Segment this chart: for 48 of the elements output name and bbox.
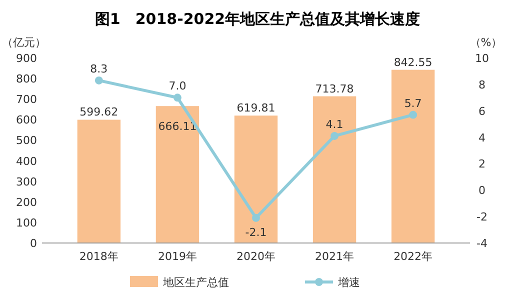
bar (234, 116, 278, 243)
data-label: 5.7 (404, 96, 422, 110)
data-label: 7.0 (168, 80, 186, 93)
point (173, 94, 182, 102)
chart-title: 图1 2018-2022年地区生产总值及其增长速度 (94, 10, 420, 28)
y2-tick-label: 6 (478, 104, 486, 118)
y-tick-label: 800 (16, 72, 37, 86)
bar (391, 70, 435, 243)
x-tick-label: 2021年 (315, 250, 354, 263)
data-label: 619.81 (236, 102, 276, 115)
x-tick-label: 2018年 (79, 250, 118, 263)
point (409, 110, 418, 119)
y2-tick-label: 2 (478, 158, 486, 171)
data-label: 842.55 (394, 56, 432, 69)
point (94, 76, 103, 84)
y2-tick-label: 4 (478, 131, 486, 144)
y-tick-label: 400 (16, 154, 37, 168)
data-label: 666.11 (158, 120, 197, 134)
x-tick-label: 2020年 (236, 250, 276, 263)
y-tick-label: 500 (16, 134, 37, 148)
x-tick-label: 2019年 (158, 250, 197, 263)
point (330, 132, 339, 140)
y-tick-label: 0 (30, 237, 37, 250)
y-tick-label: 700 (16, 93, 37, 106)
point (252, 214, 260, 222)
legend-label: 增速 (337, 276, 360, 289)
bar (156, 106, 200, 243)
y-tick-label: 200 (16, 196, 37, 209)
y2-tick-label: -2 (476, 210, 488, 224)
y2-tick-label: -4 (476, 237, 488, 250)
y-axis-title: （亿元） (2, 36, 46, 49)
y2-tick-label: 10 (475, 52, 489, 65)
x-tick-label: 2022年 (394, 250, 433, 263)
y2-tick-label: 8 (478, 78, 486, 92)
bar (77, 120, 121, 243)
data-label: -2.1 (245, 226, 267, 239)
y-tick-label: 900 (16, 52, 37, 65)
data-label: 8.3 (90, 62, 108, 76)
data-label: 599.62 (80, 106, 118, 119)
legend-label: 地区生产总值 (162, 276, 229, 289)
data-label: 4.1 (326, 118, 344, 131)
y-tick-label: 600 (16, 114, 37, 127)
y2-tick-label: 0 (478, 184, 486, 198)
y2-axis-title: （%） (470, 36, 502, 49)
y-tick-label: 300 (16, 175, 37, 188)
y-tick-label: 100 (16, 216, 37, 230)
bar (312, 96, 356, 243)
data-label: 713.78 (315, 82, 354, 96)
